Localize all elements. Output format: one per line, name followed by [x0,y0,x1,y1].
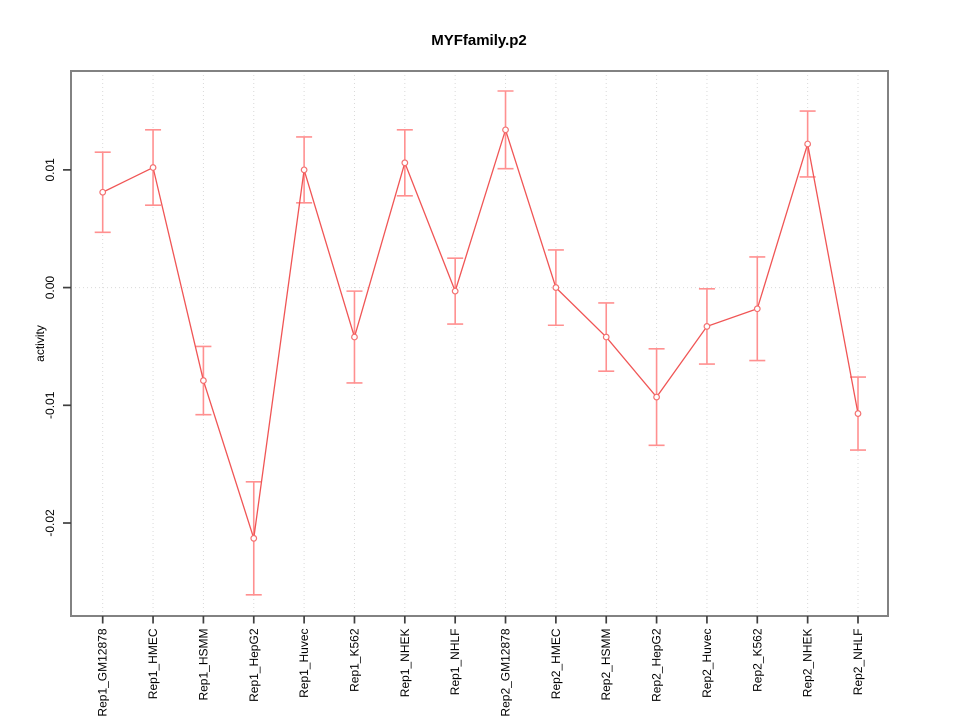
data-point [552,284,560,291]
data-point [99,188,107,196]
y-axis-label: activity [33,325,47,362]
data-point [653,393,660,401]
data-point [401,159,409,167]
x-tick-label: Rep2_Huvec [700,629,714,698]
x-tick-label: Rep1_HepG2 [247,628,261,702]
y-tick-label: -0.01 [43,391,57,419]
grid-layer [71,71,888,616]
data-point [804,140,812,148]
x-tick-label: Rep1_K562 [347,628,361,692]
data-point [300,166,308,174]
axis-layer: -0.02 -0.01 0.00 0.01 Rep1_GM12878 Rep1_HMEC R… [43,158,865,717]
y-tick-label: 0.00 [43,276,57,300]
x-tick-label: Rep1_Huvec [297,629,311,698]
series-line [102,127,859,539]
x-tick-label: Rep1_HSMM [196,629,210,701]
data-point [703,323,711,330]
data-point-layer [99,126,862,542]
x-tick-label: Rep2_HSMM [599,629,613,701]
plot-border [70,70,889,617]
data-point [149,164,157,171]
x-tick-label: Rep1_NHLF [448,629,462,696]
y-tick-label: 0.01 [43,158,57,182]
x-tick-label: Rep2_NHEK [801,629,815,698]
x-tick-label: Rep1_GM12878 [96,628,110,716]
chart-title: MYFfamily.p2 [431,32,527,49]
x-tick-label: Rep2_NHLF [851,629,865,696]
x-tick-label: Rep1_NHEK [398,629,412,698]
y-tick-label: -0.02 [43,509,57,537]
x-tick-label: Rep2_K562 [750,628,764,692]
x-tick-label: Rep2_HMEC [549,628,563,699]
data-point [602,333,610,341]
error-bar-layer [94,90,866,596]
data-point [753,305,761,313]
data-point [200,377,207,384]
data-point [351,333,358,341]
data-point [854,410,862,417]
data-point [502,126,509,134]
x-tick-label: Rep2_GM12878 [499,628,513,716]
series-line-layer [102,127,859,539]
x-tick-label: Rep1_HMEC [146,628,160,699]
data-point [451,287,459,295]
x-tick-label: Rep2_HepG2 [650,628,664,702]
data-point [250,534,258,542]
